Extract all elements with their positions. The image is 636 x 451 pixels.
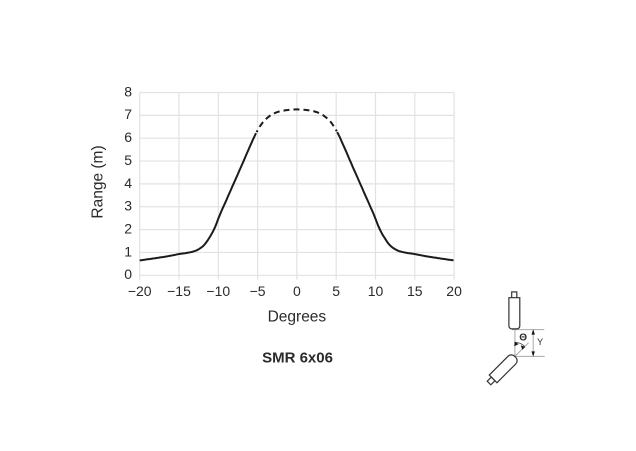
- svg-text:20: 20: [446, 283, 462, 299]
- svg-text:Range (m): Range (m): [90, 145, 107, 218]
- svg-text:−5: −5: [250, 283, 266, 299]
- svg-text:3: 3: [124, 198, 132, 214]
- svg-text:−20: −20: [128, 283, 152, 299]
- svg-text:SMR 6x06: SMR 6x06: [262, 350, 333, 367]
- svg-text:Degrees: Degrees: [268, 308, 327, 325]
- svg-text:5: 5: [124, 152, 132, 168]
- svg-text:10: 10: [368, 283, 384, 299]
- svg-text:7: 7: [124, 106, 132, 122]
- svg-text:4: 4: [124, 175, 132, 191]
- svg-text:Θ: Θ: [519, 332, 527, 343]
- svg-text:1: 1: [124, 243, 132, 259]
- svg-text:0: 0: [293, 283, 301, 299]
- svg-text:15: 15: [407, 283, 423, 299]
- svg-text:Y: Y: [537, 337, 543, 347]
- svg-text:2: 2: [124, 221, 132, 237]
- svg-text:−15: −15: [167, 283, 191, 299]
- svg-text:0: 0: [124, 266, 132, 282]
- svg-text:6: 6: [124, 129, 132, 145]
- svg-text:5: 5: [332, 283, 340, 299]
- svg-text:8: 8: [124, 83, 132, 99]
- svg-text:−10: −10: [206, 283, 230, 299]
